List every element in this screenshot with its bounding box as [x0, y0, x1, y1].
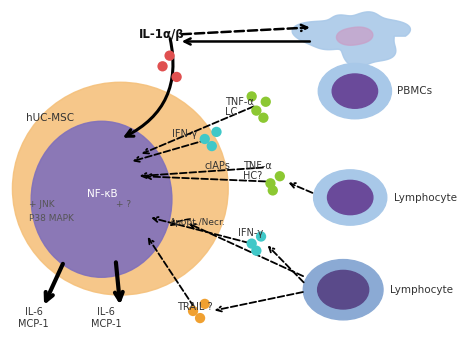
- Circle shape: [318, 63, 392, 119]
- Point: [253, 248, 260, 253]
- Text: IFN-γ: IFN-γ: [237, 228, 263, 238]
- Point: [253, 108, 260, 114]
- Point: [196, 315, 204, 321]
- Point: [213, 129, 220, 135]
- Point: [208, 143, 216, 149]
- Point: [201, 136, 209, 142]
- Ellipse shape: [12, 82, 228, 295]
- Text: hUC-MSC: hUC-MSC: [27, 113, 74, 123]
- Text: Lymphocyte: Lymphocyte: [394, 193, 457, 203]
- Circle shape: [332, 74, 378, 108]
- Text: IL-6
MCP-1: IL-6 MCP-1: [18, 307, 49, 329]
- Point: [173, 74, 181, 80]
- Point: [267, 180, 274, 186]
- Text: TNF-α: TNF-α: [243, 161, 272, 171]
- Text: + ?: + ?: [116, 200, 131, 209]
- Text: TRAIL ?: TRAIL ?: [177, 303, 212, 313]
- Circle shape: [318, 271, 369, 309]
- Polygon shape: [337, 27, 373, 45]
- Circle shape: [314, 170, 387, 225]
- Text: PBMCs: PBMCs: [397, 86, 432, 96]
- Point: [276, 173, 283, 179]
- Text: HC?: HC?: [243, 171, 263, 181]
- Point: [260, 115, 267, 121]
- Text: cIAPs: cIAPs: [205, 161, 231, 171]
- Text: IL-1α/β: IL-1α/β: [139, 28, 185, 41]
- Text: P38 MAPK: P38 MAPK: [29, 214, 74, 223]
- Point: [257, 234, 265, 239]
- Text: + JNK: + JNK: [29, 200, 55, 209]
- Text: LC: LC: [225, 108, 237, 117]
- Text: IFN-γ: IFN-γ: [172, 129, 197, 139]
- Text: Lymphocyte: Lymphocyte: [390, 285, 453, 295]
- Point: [269, 188, 276, 193]
- Point: [201, 301, 209, 307]
- Text: IL-6
MCP-1: IL-6 MCP-1: [91, 307, 121, 329]
- Point: [159, 63, 166, 69]
- Circle shape: [328, 180, 373, 215]
- Point: [248, 94, 255, 99]
- Ellipse shape: [31, 121, 172, 277]
- Circle shape: [303, 260, 383, 320]
- Text: TNF-α: TNF-α: [225, 97, 254, 107]
- Text: Apopt./Necr.: Apopt./Necr.: [170, 218, 225, 227]
- Point: [248, 241, 255, 246]
- Polygon shape: [292, 12, 410, 67]
- Point: [189, 308, 197, 314]
- Point: [262, 99, 270, 105]
- Point: [166, 53, 173, 58]
- Text: NF-κB: NF-κB: [88, 189, 118, 199]
